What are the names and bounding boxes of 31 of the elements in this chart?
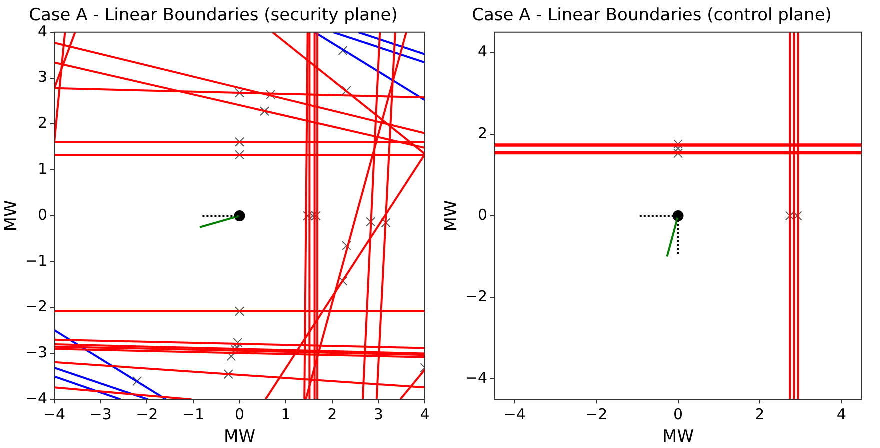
y-tick-label: 2 bbox=[38, 114, 48, 132]
y-tick-label: −2 bbox=[465, 287, 488, 306]
y-tick-label: −2 bbox=[25, 298, 48, 316]
y-tick-label: −4 bbox=[465, 369, 488, 388]
x-tick-label: −2 bbox=[586, 405, 608, 424]
x-axis-title: MW bbox=[662, 427, 694, 448]
y-tick-label: 1 bbox=[38, 160, 48, 178]
x-tick-label: −4 bbox=[504, 405, 526, 424]
y-tick-label: −1 bbox=[25, 252, 48, 270]
x-tick-label: −1 bbox=[182, 405, 205, 424]
x-tick-label: −3 bbox=[90, 405, 112, 424]
y-tick-label: −3 bbox=[25, 344, 48, 362]
y-tick-label: 0 bbox=[38, 206, 48, 224]
chart-title: Case A - Linear Boundaries (control plane) bbox=[472, 6, 832, 26]
x-tick-label: 2 bbox=[755, 405, 765, 424]
y-tick-label: 2 bbox=[478, 124, 488, 142]
x-tick-label: 0 bbox=[673, 405, 684, 424]
x-axis-title: MW bbox=[224, 427, 256, 448]
x-tick-label: 0 bbox=[234, 405, 245, 424]
y-tick-label: −4 bbox=[25, 389, 48, 408]
x-tick-label: 2 bbox=[328, 405, 338, 424]
x-tick-label: 4 bbox=[836, 405, 846, 424]
x-tick-label: 1 bbox=[281, 405, 291, 424]
y-axis-title: MW bbox=[2, 200, 22, 232]
x-tick-label: 4 bbox=[420, 405, 430, 424]
y-tick-label: 0 bbox=[478, 206, 488, 224]
y-axis-title: MW bbox=[442, 200, 462, 232]
x-tick-label: 3 bbox=[374, 405, 384, 424]
x-tick-label: −2 bbox=[136, 405, 158, 424]
y-tick-label: 4 bbox=[478, 42, 488, 61]
y-tick-label: 3 bbox=[38, 68, 48, 86]
